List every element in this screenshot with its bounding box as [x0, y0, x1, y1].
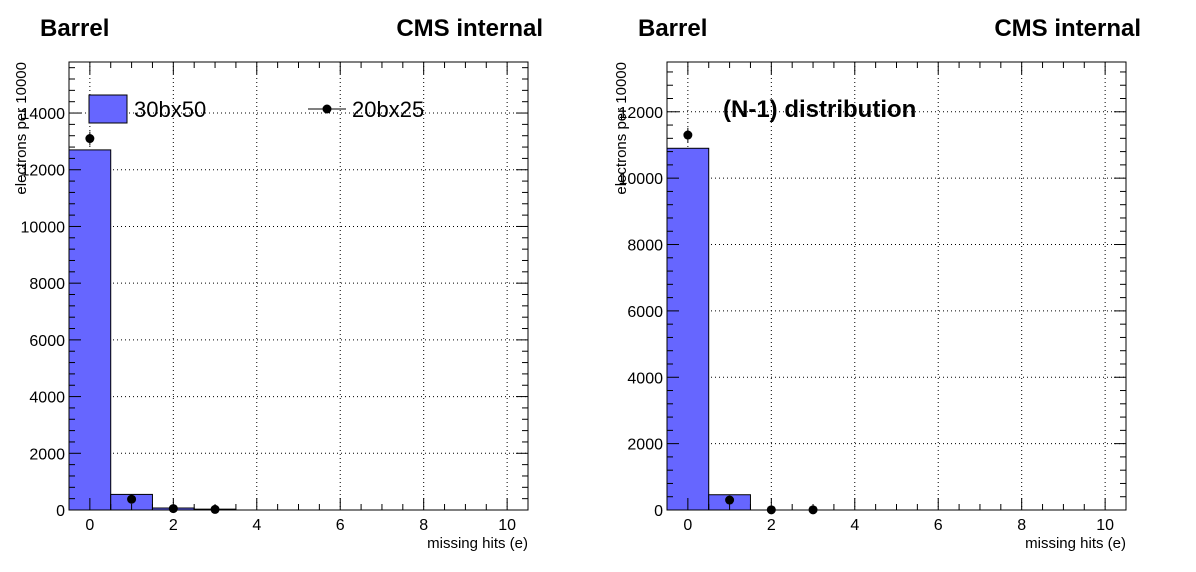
y-tick-label: 0	[654, 503, 663, 520]
legend-point-marker	[322, 104, 332, 114]
x-tick-label: 6	[934, 517, 943, 534]
y-tick-label: 6000	[29, 333, 65, 350]
legend-label-30bx50: 30bx50	[134, 97, 206, 122]
grid-lines	[69, 62, 528, 511]
x-tick-label: 2	[767, 517, 776, 534]
histogram-bar	[68, 149, 112, 511]
y-tick-label: 0	[56, 503, 65, 520]
panel-title-left: Barrel	[638, 15, 707, 42]
plot-frame	[666, 61, 1127, 511]
x-axis-title: missing hits (e)	[427, 535, 528, 552]
histogram-bars	[666, 147, 751, 511]
y-tick-label: 10000	[619, 171, 664, 188]
x-tick-label: 10	[498, 517, 516, 534]
x-tick-label: 10	[1096, 517, 1114, 534]
chart-panel-left: Barrel CMS internal missing hits (e) ele…	[13, 15, 543, 552]
x-tick-label: 4	[252, 517, 261, 534]
y-tick-label: 12000	[21, 163, 66, 180]
y-tick-label: 4000	[627, 370, 663, 387]
legend-label-20bx25: 20bx25	[352, 97, 424, 122]
panel-title-left: Barrel	[40, 15, 109, 42]
x-tick-label: 4	[850, 517, 859, 534]
y-tick-label: 2000	[29, 446, 65, 463]
y-tick-label: 14000	[21, 106, 66, 123]
y-tick-label: 8000	[627, 238, 663, 255]
y-tick-label: 10000	[21, 219, 66, 236]
axis-ticks: 0 2 4 6 8 10 0 2000 4000 6000 8000 10000 12000	[619, 62, 1127, 534]
x-tick-label: 8	[1017, 517, 1026, 534]
data-point	[683, 130, 693, 140]
legend: 30bx50 20bx25	[88, 94, 424, 124]
x-tick-label: 6	[336, 517, 345, 534]
y-axis-title: electrons per 10000	[13, 62, 30, 195]
panel-title-right: CMS internal	[396, 15, 543, 42]
data-point	[85, 134, 95, 144]
y-axis-title: electrons per 10000	[613, 62, 630, 195]
data-point	[725, 495, 735, 505]
x-tick-label: 8	[419, 517, 428, 534]
distribution-annotation: (N-1) distribution	[723, 96, 916, 123]
y-tick-label: 8000	[29, 276, 65, 293]
x-tick-label: 0	[85, 517, 94, 534]
y-tick-label: 4000	[29, 390, 65, 407]
data-point	[127, 494, 137, 504]
plot-frame	[68, 61, 529, 511]
histogram-bar	[666, 147, 710, 511]
x-axis-title: missing hits (e)	[1025, 535, 1126, 552]
panel-title-right: CMS internal	[994, 15, 1141, 42]
legend-swatch-histogram	[88, 94, 128, 124]
x-tick-label: 0	[683, 517, 692, 534]
axis-ticks: 0 2 4 6 8 10 0 2000 4000 6000 8000 10000 12000 14000	[21, 62, 529, 534]
y-tick-label: 6000	[627, 304, 663, 321]
histogram-bars	[68, 149, 237, 511]
x-tick-label: 2	[169, 517, 178, 534]
y-tick-label: 2000	[627, 437, 663, 454]
grid-lines	[667, 62, 1126, 511]
y-tick-label: 12000	[619, 105, 664, 122]
chart-panel-right: Barrel CMS internal missing hits (e) ele…	[613, 15, 1141, 552]
